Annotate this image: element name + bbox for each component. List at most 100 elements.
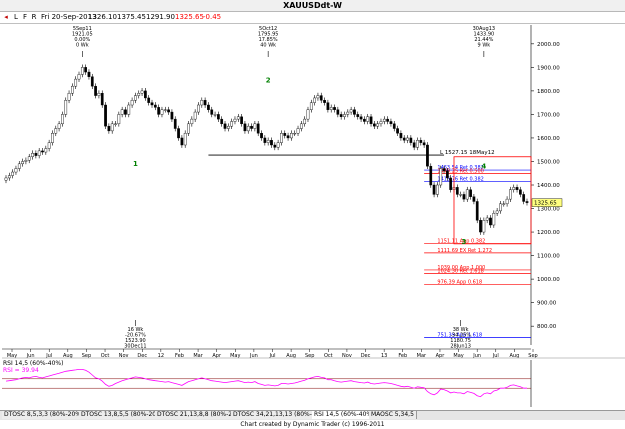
tab-maosc[interactable]: MAOSC 5,34,5 [369, 411, 417, 419]
x-tick-label: Oct [324, 353, 333, 359]
candle-body [223, 123, 227, 129]
candle-body [147, 97, 151, 103]
candle-body [100, 93, 104, 106]
candle-body [472, 196, 476, 202]
candle-body [485, 217, 489, 221]
x-tick-label: Aug [63, 353, 73, 359]
candle-body [54, 128, 58, 134]
wave-label: 2 [266, 77, 271, 85]
candle-body [4, 177, 8, 181]
swing-annotation-line: 30Aug13 [473, 26, 496, 32]
candle-body [399, 133, 403, 139]
close-icon[interactable]: ◂ [4, 13, 8, 21]
support-line-label: L 1527.15 18May12 [440, 150, 495, 156]
swing-annotation-line: 1180.75 [450, 338, 471, 344]
chart-credit: Chart created by Dynamic Trader (c) 1996… [0, 420, 625, 429]
swing-annotation-line: 40 Wk [260, 43, 276, 49]
candle-body [77, 74, 81, 80]
x-tick-label: Jul [268, 353, 275, 359]
swing-annotation-line: 0 Wk [76, 43, 89, 49]
x-tick-label: Jun [249, 353, 258, 359]
x-tick-label: Mar [417, 353, 427, 359]
swing-annotation-line: 9 Wk [478, 43, 491, 49]
bar-high: 1375.45 [117, 13, 146, 21]
candle-body [217, 114, 220, 120]
candle-body [509, 189, 512, 200]
candle-body [87, 71, 91, 77]
swing-annotation-line: 28Jun13 [450, 344, 471, 350]
candle-body [442, 168, 446, 172]
candle-body [207, 104, 210, 110]
candle-body [522, 194, 526, 202]
y-tick-label: 1500.00 [537, 159, 560, 165]
candle-body [296, 128, 300, 134]
toolbar-button-l[interactable]: L [14, 13, 18, 21]
candle-body [309, 102, 313, 110]
candle-body [462, 194, 466, 200]
toolbar-button-f[interactable]: F [22, 13, 28, 21]
swing-annotation-line: 1433.90 [474, 32, 495, 38]
x-tick-label: Jun [472, 353, 481, 359]
candle-body [90, 76, 94, 87]
bar-change: -0.45 [203, 13, 222, 21]
x-tick-label: Jul [45, 353, 52, 359]
candle-body [316, 95, 320, 99]
candle-body [31, 153, 34, 157]
title-bar[interactable]: XAUUSDdt-W [0, 0, 625, 12]
bar-date: Fri 20-Sep-2013 [41, 13, 97, 21]
x-tick-label: Apr [212, 353, 222, 359]
swing-annotation-line: 1921.05 [72, 32, 93, 38]
y-tick-label: 800.00 [537, 324, 557, 330]
x-tick-label: May [453, 353, 463, 359]
candle-body [167, 109, 170, 113]
last-price-label: 1325.65 [534, 201, 557, 207]
y-tick-label: 2000.00 [537, 42, 560, 48]
candle-body [465, 189, 469, 200]
candle-body [475, 201, 479, 221]
x-tick-label: Feb [175, 353, 184, 359]
candle-body [299, 123, 303, 129]
y-tick-label: 1100.00 [537, 254, 560, 260]
price-chart[interactable]: 2000.001900.001800.001700.001600.001500.… [0, 0, 625, 410]
x-tick-label: May [230, 353, 240, 359]
candle-body [519, 189, 522, 195]
candle-body [276, 142, 280, 148]
candle-body [213, 114, 217, 116]
candle-body [27, 156, 31, 161]
candle-body [492, 213, 496, 226]
bar-open: 1326.10 [88, 13, 117, 21]
y-tick-label: 1900.00 [537, 65, 560, 71]
candle-body [280, 133, 283, 143]
candle-body [515, 187, 519, 190]
candle-body [34, 153, 38, 156]
swing-annotation-line: 1523.90 [125, 338, 146, 344]
candle-body [260, 133, 263, 139]
candle-body [306, 109, 310, 120]
candle-body [502, 203, 506, 205]
candle-body [240, 116, 243, 125]
candle-body [329, 107, 333, 110]
candle-body [160, 109, 164, 115]
candle-body [406, 137, 409, 141]
y-tick-label: 1800.00 [537, 89, 560, 95]
candle-body [11, 171, 14, 176]
x-tick-label: Jun [26, 353, 35, 359]
candle-body [369, 116, 373, 125]
x-tick-label: Dec [361, 353, 371, 359]
x-tick-label: Oct [101, 353, 110, 359]
candle-body [499, 203, 502, 212]
candle-body [190, 118, 194, 125]
fib-level-label: 1151.11 App 0.382 [437, 239, 485, 245]
candle-body [512, 187, 516, 190]
tab-dtosc-8[interactable]: DTOSC 8,5,3,3 (80%-20%) [2, 411, 87, 419]
candle-body [479, 220, 482, 233]
candle-body [144, 90, 147, 99]
candle-body [193, 111, 197, 120]
candle-body [422, 142, 426, 146]
candle-body [392, 123, 396, 129]
candle-body [200, 100, 204, 106]
toolbar-button-r[interactable]: R [31, 13, 37, 21]
tab-rsi[interactable]: RSI 14,5 (60%-40%) [312, 411, 378, 419]
tab-dtosc-13[interactable]: DTOSC 13,8,5,5 (80%-20%) [79, 411, 168, 419]
candle-body [71, 85, 74, 94]
